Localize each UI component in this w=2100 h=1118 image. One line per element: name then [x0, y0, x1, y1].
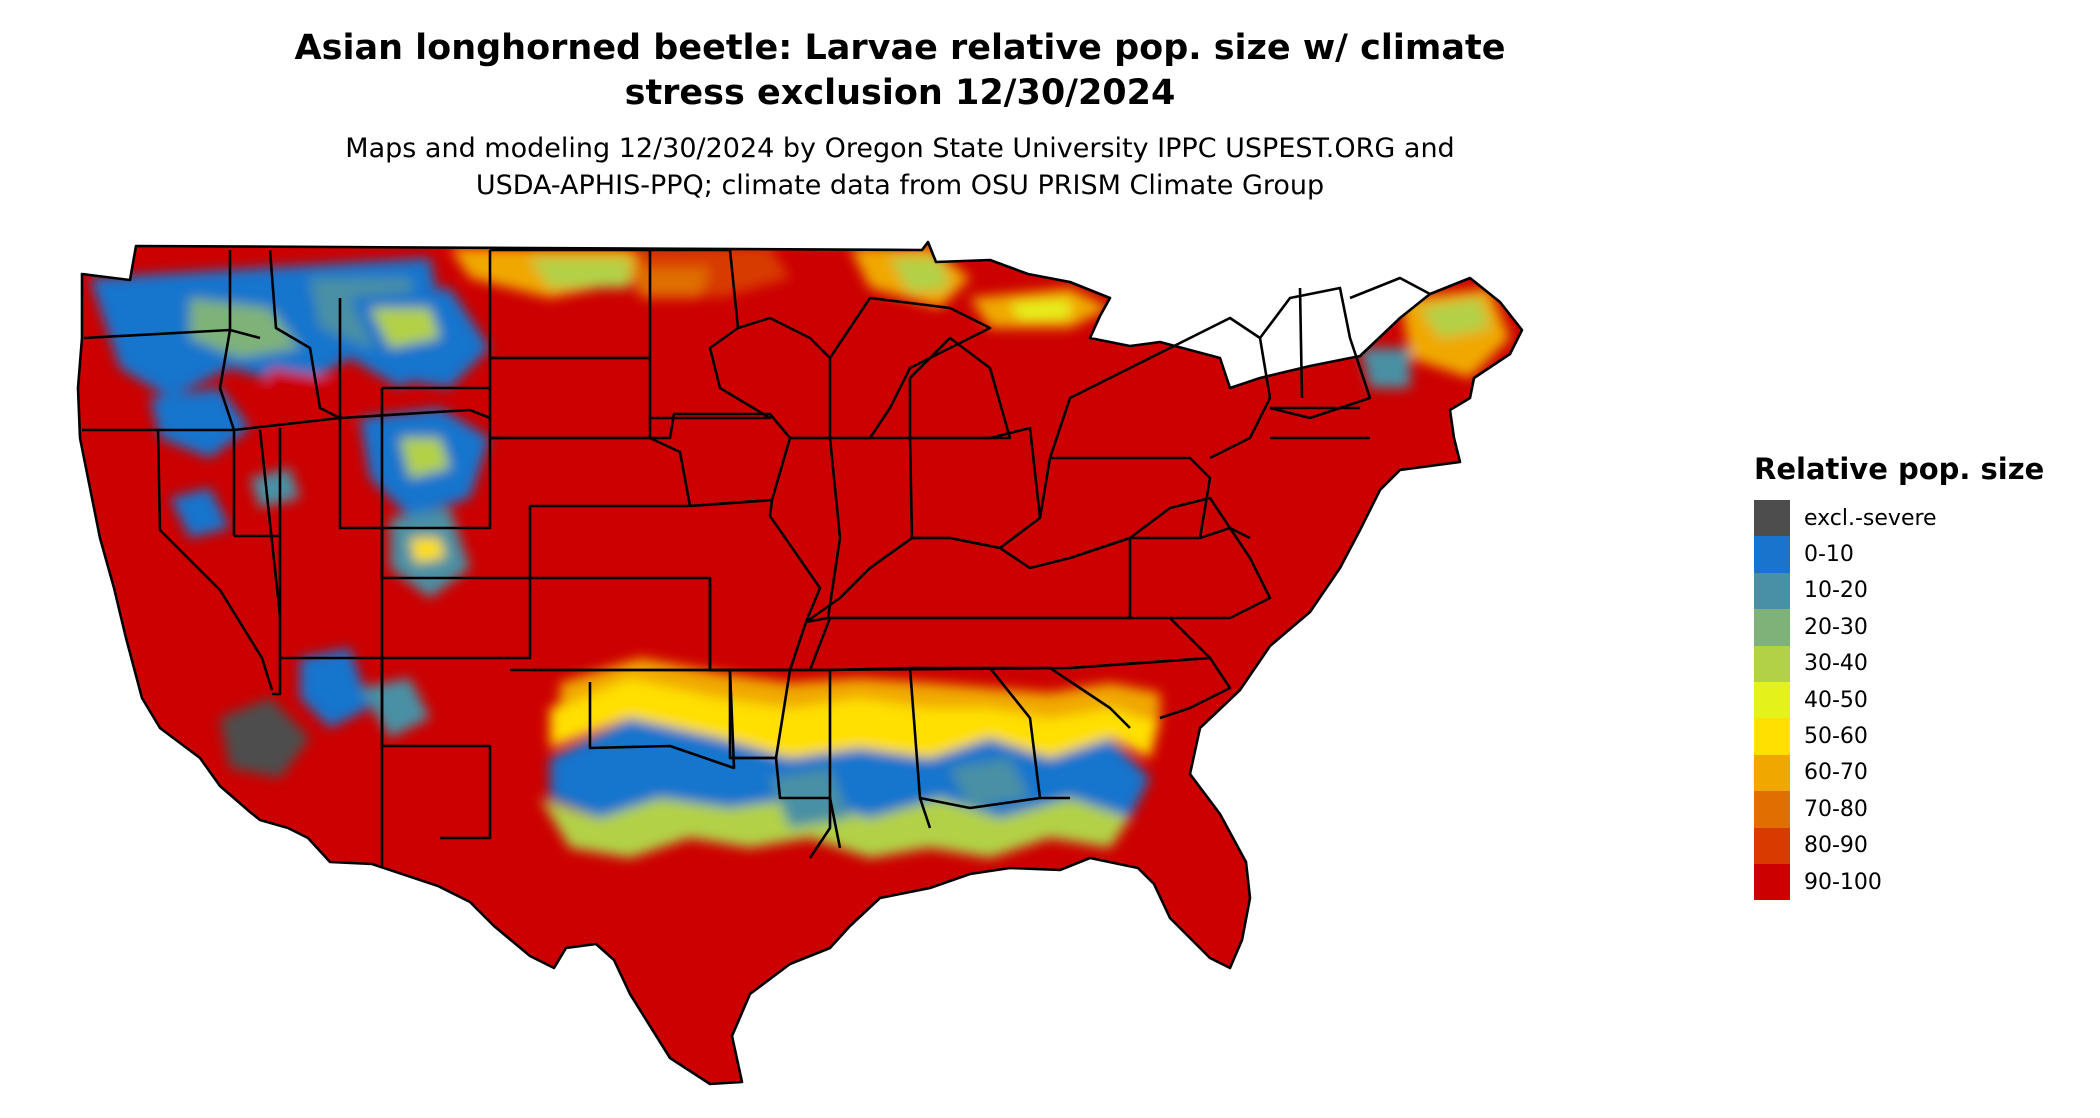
legend-label: 30-40 — [1804, 651, 1868, 677]
suitability-raster — [78, 242, 1522, 1084]
map-subtitle: Maps and modeling 12/30/2024 by Oregon S… — [190, 130, 1610, 204]
legend-item: excl.-severe — [1754, 500, 2044, 537]
legend-label: 60-70 — [1804, 760, 1868, 786]
legend: Relative pop. size excl.-severe 0-10 10-20… — [1754, 452, 2045, 901]
legend-swatch — [1754, 681, 1790, 719]
legend-title: Relative pop. size — [1754, 452, 2045, 486]
legend-item: 90-100 — [1754, 863, 2044, 901]
legend-swatch — [1754, 572, 1790, 610]
legend-swatch — [1754, 863, 1790, 901]
legend-swatch — [1754, 754, 1790, 792]
legend-label: 0-10 — [1804, 542, 1854, 568]
legend-label: 10-20 — [1804, 578, 1868, 604]
legend-label: 40-50 — [1804, 687, 1868, 713]
legend-label: 80-90 — [1804, 833, 1868, 859]
legend-item: 50-60 — [1754, 718, 2044, 755]
title-line-1: Asian longhorned beetle: Larvae relative… — [294, 28, 1506, 68]
legend-swatch — [1754, 500, 1790, 537]
us-map — [76, 240, 1524, 1086]
legend-swatch — [1754, 609, 1790, 646]
state-boundaries — [76, 240, 1524, 1086]
legend-swatch — [1754, 791, 1790, 828]
legend-swatch — [1754, 645, 1790, 682]
legend-item: 20-30 — [1754, 609, 2044, 646]
title-line-2: stress exclusion 12/30/2024 — [624, 73, 1176, 113]
map-title: Asian longhorned beetle: Larvae relative… — [190, 26, 1610, 116]
legend-label: 50-60 — [1804, 724, 1868, 750]
legend-label: 90-100 — [1804, 869, 1882, 895]
legend-item: 40-50 — [1754, 681, 2044, 719]
legend-item: 30-40 — [1754, 645, 2044, 682]
legend-item: 60-70 — [1754, 754, 2044, 792]
legend-label: 20-30 — [1804, 614, 1868, 640]
legend-swatch — [1754, 536, 1790, 573]
legend-item: 70-80 — [1754, 791, 2044, 828]
legend-items: excl.-severe 0-10 10-20 20-30 30-40 40-50 50-6… — [1754, 500, 2044, 901]
legend-swatch — [1754, 827, 1790, 864]
legend-item: 10-20 — [1754, 572, 2044, 610]
legend-item: 80-90 — [1754, 827, 2044, 864]
subtitle-line-2: USDA-APHIS-PPQ; climate data from OSU PR… — [475, 170, 1325, 201]
subtitle-line-1: Maps and modeling 12/30/2024 by Oregon S… — [345, 133, 1455, 164]
legend-label: excl.-severe — [1804, 505, 1937, 531]
legend-label: 70-80 — [1804, 796, 1868, 822]
legend-swatch — [1754, 718, 1790, 755]
legend-item: 0-10 — [1754, 536, 2044, 573]
